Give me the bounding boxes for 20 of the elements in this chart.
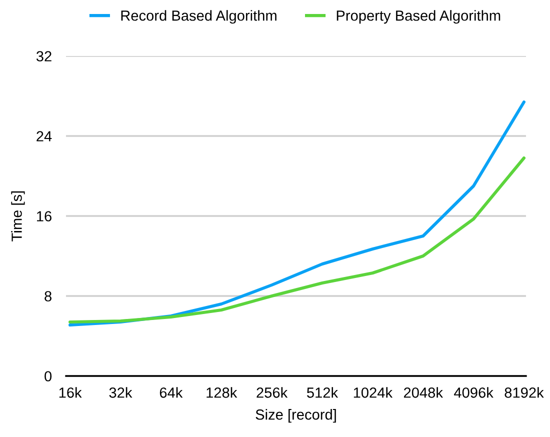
y-tick-label: 24 [36, 131, 52, 142]
x-tick-label: 128k [206, 387, 238, 398]
y-tick-label: 8 [44, 291, 52, 302]
y-tick-label: 32 [36, 51, 52, 62]
y-axis-title: Time [s] [11, 191, 25, 242]
x-tick-label: 1024k [354, 387, 393, 398]
y-tick-label: 16 [37, 211, 52, 222]
x-tick-label: 8192k [504, 387, 544, 398]
legend-label: Record Based Algorithm [121, 10, 276, 24]
line-series [68, 156, 526, 324]
x-tick-label: 2048k [404, 387, 443, 398]
x-tick-label: 32k [109, 387, 132, 398]
legend-label: Property Based Algorithm [336, 10, 500, 24]
x-tick-label: 256k [256, 387, 288, 398]
x-tick-label: 512k [307, 387, 338, 398]
x-tick-label: 16k [59, 387, 82, 398]
y-tick-label: 0 [44, 371, 52, 382]
x-tick-label: 4096k [454, 387, 494, 398]
x-tick-label: 64k [160, 387, 183, 398]
x-axis-title: Size [record] [256, 409, 336, 423]
